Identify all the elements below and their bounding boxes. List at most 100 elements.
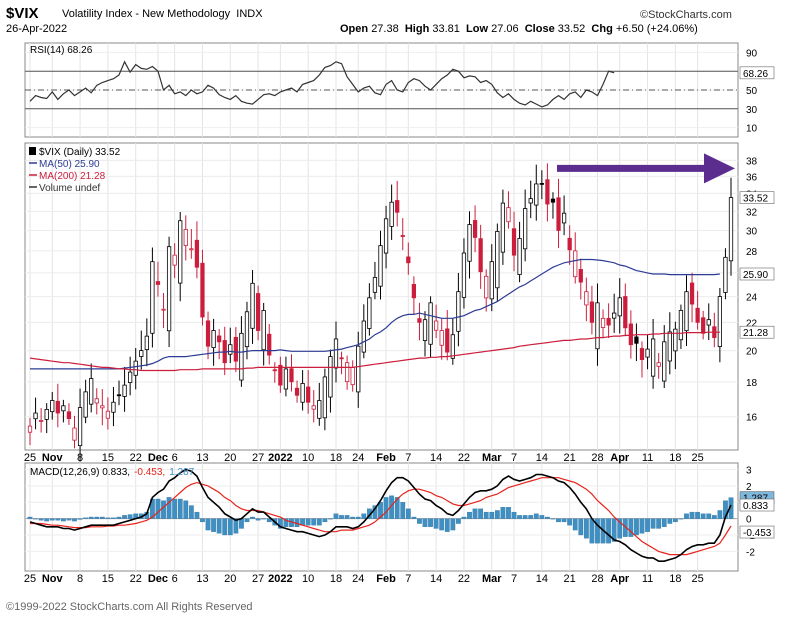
candle-body [200, 262, 205, 318]
candle-body [289, 368, 294, 383]
x-tick-label: 25 [24, 573, 36, 585]
low-value: 27.06 [491, 23, 519, 35]
macd-hist-bar [283, 518, 289, 527]
rsi-tick-label: 10 [746, 124, 758, 135]
macd-signal-line [30, 477, 732, 556]
price-tick-label: 32 [746, 207, 758, 218]
macd-hist-bar [116, 516, 122, 519]
macd-hist-bar [111, 517, 116, 519]
candle-body [339, 357, 344, 360]
candle-body [55, 400, 60, 414]
macd-hist-bar [561, 518, 567, 523]
candle-body [467, 224, 472, 262]
macd-hist-bar [444, 518, 450, 532]
candle-body [300, 383, 305, 403]
macd-hist-bar [161, 500, 166, 519]
x-tick-label: 10 [302, 573, 314, 585]
price-tick-label: 24 [746, 293, 758, 304]
x-tick-label: 7 [511, 452, 517, 464]
macd-hist-bar [583, 518, 589, 539]
macd-hist-bar [700, 513, 706, 519]
x-tick-label: 10 [302, 452, 314, 464]
candle-body [139, 350, 144, 357]
x-tick-label: Feb [376, 573, 396, 585]
candle-body [728, 197, 734, 262]
candle-body [33, 412, 38, 420]
macd-hist-bar [200, 518, 205, 523]
macd-hist-bar [277, 518, 283, 529]
x-tick-label: Mar [482, 452, 502, 464]
macd-hist-bar [461, 516, 467, 519]
candle-body [489, 261, 494, 300]
x-tick-label: 22 [130, 452, 142, 464]
macd-hist-bar [211, 518, 216, 532]
macd-hist-bar [322, 518, 328, 523]
candle-body [194, 239, 200, 268]
macd-last-tag-box [739, 498, 775, 512]
candle-body [328, 356, 333, 398]
x-tick-label: 13 [196, 573, 208, 585]
candle-body [205, 320, 211, 347]
candle-body [122, 384, 127, 397]
macd-hist-bar [27, 516, 33, 519]
x-tick-label: 6 [172, 573, 178, 585]
x-tick-label: 21 [564, 573, 576, 585]
ticker-description: Volatility Index - New Methodology INDX [62, 8, 263, 20]
x-tick-label: Dec [148, 452, 168, 464]
candle-body [378, 245, 383, 287]
macd-hist-bar [333, 513, 339, 519]
macd-hist-bar [533, 513, 539, 519]
candle-body [573, 250, 578, 278]
macd-hist-bar [606, 518, 611, 544]
candle-body [322, 376, 327, 419]
candle-body [72, 427, 77, 441]
macd-hist-bar [578, 518, 584, 536]
price-tick-label: 16 [746, 413, 758, 424]
candle-body [27, 425, 33, 433]
rsi-line [29, 60, 615, 108]
macd-hist-bar [611, 518, 617, 542]
x-tick-label: 11 [642, 573, 653, 585]
brand-label[interactable]: ©StockCharts.com [640, 9, 732, 21]
x-tick-label: 28 [591, 573, 603, 585]
macd-hist-bar [639, 518, 645, 534]
macd-hist-bar [261, 518, 267, 520]
candle-body [556, 197, 561, 231]
macd-hist-bar [361, 513, 367, 519]
macd-hist-bar [194, 511, 200, 519]
candle-body [166, 246, 172, 332]
macd-hist-bar [617, 518, 623, 539]
candle-body [150, 261, 155, 334]
price-tick-label: 18 [746, 378, 758, 389]
macd-hist-bar [227, 518, 233, 536]
macd-legend-signal: -0.453, [134, 467, 165, 478]
price-last-tag: 33.52 [743, 194, 768, 205]
candle-body [261, 310, 266, 351]
candle-body [678, 310, 684, 341]
candle-body [461, 252, 467, 298]
candle-body [367, 297, 372, 329]
macd-hist-bar [589, 518, 595, 544]
chart-date: 26-Apr-2022 [6, 23, 68, 35]
candle-body [517, 238, 522, 275]
macd-hist-bar [417, 518, 422, 524]
candle-body [689, 282, 695, 305]
macd-hist-bar [656, 518, 662, 529]
candle-body [478, 238, 483, 273]
ma50-line [30, 258, 720, 370]
macd-hist-bar [450, 518, 456, 531]
price-tick-label: 22 [746, 318, 758, 329]
x-tick-label: Nov [42, 573, 64, 585]
macd-hist-bar [572, 518, 578, 531]
macd-hist-bar [478, 508, 484, 519]
candle-body [272, 369, 277, 372]
exchange-label: INDX [236, 8, 263, 20]
candle-body [406, 256, 411, 264]
candle-body [595, 302, 600, 350]
rsi-last-tag: 68.26 [743, 69, 768, 80]
x-tick-label: 14 [536, 573, 548, 585]
candle-body [706, 319, 711, 326]
macd-hist-bar [500, 507, 506, 519]
macd-hist-bar [88, 516, 94, 519]
